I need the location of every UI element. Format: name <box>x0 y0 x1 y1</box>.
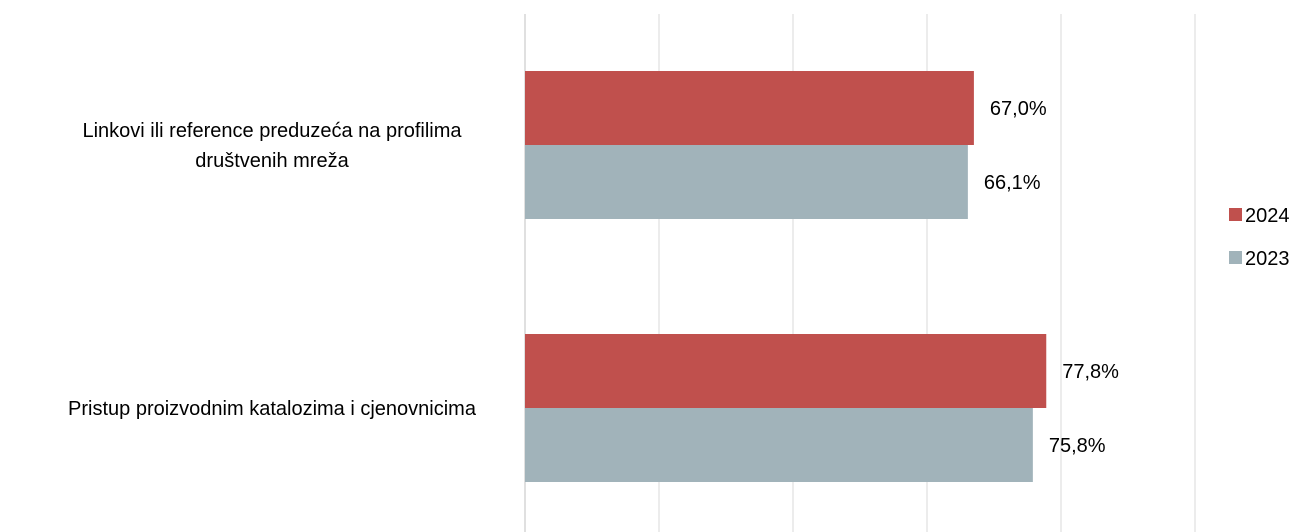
bar-2023-1 <box>525 145 968 219</box>
bar-2023-2 <box>525 408 1033 482</box>
bar-2024-2 <box>525 334 1047 408</box>
legend-swatch-2023 <box>1229 251 1242 264</box>
data-label-2024-1: 67,0% <box>990 98 1047 120</box>
data-labels: 67,0% 66,1% 77,8% 75,8% <box>984 98 1119 457</box>
data-label-2023-1: 66,1% <box>984 172 1041 194</box>
data-label-2023-2: 75,8% <box>1049 435 1106 457</box>
legend-swatch-2024 <box>1229 208 1242 221</box>
category-labels: Linkovi ili reference preduzeća na profi… <box>68 120 477 420</box>
legend-label-2024: 2024 <box>1245 205 1290 227</box>
bars <box>525 71 1047 482</box>
category-label-1-line-2: društvenih mreža <box>195 150 349 172</box>
legend: 2024 2023 <box>1229 205 1290 270</box>
category-label-1-line-1: Linkovi ili reference preduzeća na profi… <box>82 120 462 142</box>
data-label-2024-2: 77,8% <box>1062 361 1119 383</box>
category-label-2-line-1: Pristup proizvodnim katalozima i cjenovn… <box>68 398 477 420</box>
legend-label-2023: 2023 <box>1245 248 1290 270</box>
bar-2024-1 <box>525 71 974 145</box>
